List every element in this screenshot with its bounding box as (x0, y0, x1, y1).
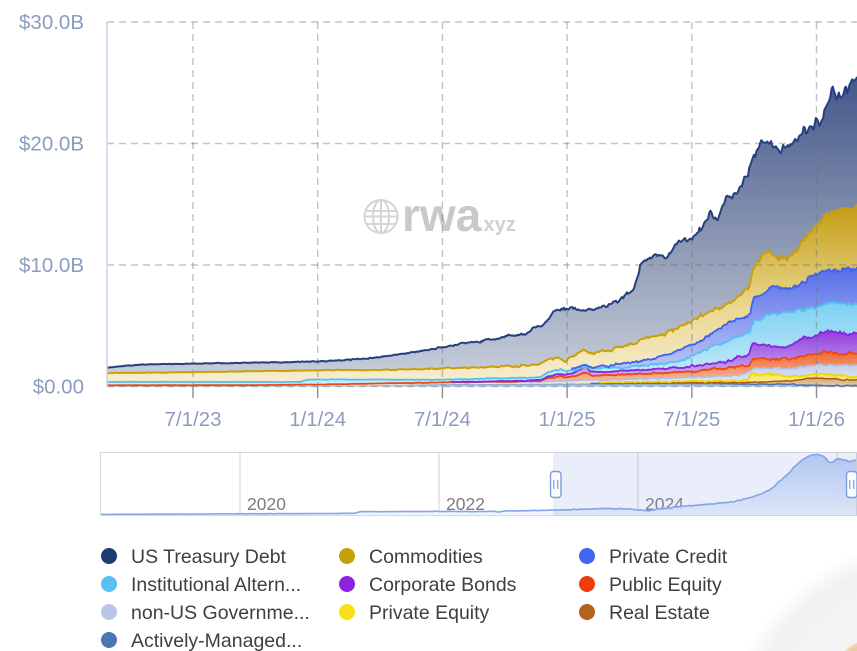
svg-text:1/1/25: 1/1/25 (539, 408, 596, 431)
svg-text:7/1/24: 7/1/24 (414, 408, 471, 431)
svg-text:Commodities: Commodities (369, 546, 483, 568)
svg-text:$10.0B: $10.0B (19, 254, 84, 277)
svg-text:2022: 2022 (446, 494, 485, 514)
svg-text:Private Equity: Private Equity (369, 602, 490, 624)
svg-text:US Treasury Debt: US Treasury Debt (131, 546, 287, 568)
svg-text:7/1/25: 7/1/25 (663, 408, 720, 431)
svg-text:Institutional Altern...: Institutional Altern... (131, 574, 301, 596)
svg-text:$20.0B: $20.0B (19, 133, 84, 156)
svg-text:Real Estate: Real Estate (609, 602, 710, 624)
svg-text:Public Equity: Public Equity (609, 574, 722, 596)
svg-text:7/1/23: 7/1/23 (165, 408, 222, 431)
svg-text:non-US Governme...: non-US Governme... (131, 602, 310, 624)
svg-text:rwa: rwa (402, 189, 482, 241)
svg-text:$0.00: $0.00 (33, 376, 84, 399)
svg-text:2020: 2020 (247, 494, 286, 514)
svg-text:1/1/26: 1/1/26 (788, 408, 845, 431)
svg-text:.xyz: .xyz (478, 214, 516, 236)
svg-text:$30.0B: $30.0B (19, 11, 84, 34)
svg-text:1/1/24: 1/1/24 (289, 408, 346, 431)
svg-text:Actively-Managed...: Actively-Managed... (131, 630, 302, 651)
svg-text:Corporate Bonds: Corporate Bonds (369, 574, 517, 596)
svg-text:Private Credit: Private Credit (609, 546, 728, 568)
